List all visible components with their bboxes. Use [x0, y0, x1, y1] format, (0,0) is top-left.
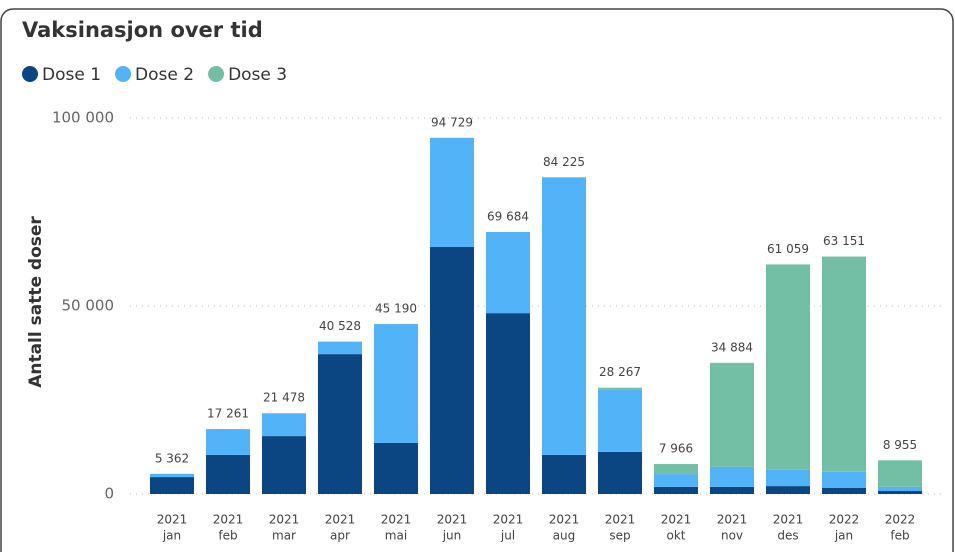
bar-segment — [374, 324, 418, 443]
bar-segment — [878, 486, 922, 491]
total-label: 63 151 — [823, 234, 865, 248]
bar-segment — [374, 442, 418, 494]
bar-segment — [206, 454, 250, 494]
y-tick-label: 100 000 — [52, 109, 114, 127]
x-tick-label: jan — [834, 529, 853, 543]
bar-segment — [822, 471, 866, 488]
y-tick-label: 0 — [104, 485, 114, 503]
bar-segment — [822, 487, 866, 494]
x-tick-label: sep — [609, 529, 630, 543]
legend-label: Dose 1 — [42, 65, 101, 85]
x-tick-label: feb — [890, 529, 909, 543]
x-tick-label: mar — [272, 529, 296, 543]
x-tick-label: 2021 — [661, 513, 692, 527]
x-tick-label: 2021 — [381, 513, 412, 527]
chart-title: Vaksinasjon over tid — [22, 18, 263, 42]
bar-segment — [766, 264, 810, 470]
x-tick-label: 2021 — [773, 513, 804, 527]
x-tick-label: 2022 — [829, 513, 860, 527]
bar-segment — [766, 469, 810, 487]
bar-segment — [878, 490, 922, 494]
bar-segment — [430, 137, 474, 247]
x-tick-label: jul — [500, 529, 515, 543]
bar-segment — [654, 464, 698, 475]
x-tick-label: feb — [218, 529, 237, 543]
total-label: 40 528 — [319, 319, 361, 333]
total-label: 69 684 — [487, 209, 529, 223]
x-tick-label: aug — [553, 529, 576, 543]
x-tick-label: 2022 — [885, 513, 916, 527]
x-tick-label: mai — [385, 529, 407, 543]
bar-segment — [486, 313, 530, 494]
legend-marker — [22, 66, 38, 82]
total-label: 94 729 — [431, 115, 473, 129]
total-label: 8 955 — [883, 438, 917, 452]
total-label: 61 059 — [767, 242, 809, 256]
x-tick-label: 2021 — [493, 513, 524, 527]
x-tick-label: apr — [330, 529, 350, 543]
legend-label: Dose 3 — [228, 65, 287, 85]
card — [0, 8, 954, 552]
x-tick-label: jun — [442, 529, 462, 543]
x-tick-label: okt — [667, 529, 686, 543]
legend-marker — [208, 66, 225, 82]
total-label: 45 190 — [375, 302, 417, 316]
x-tick-label: 2021 — [157, 513, 188, 527]
bar-segment — [598, 451, 642, 494]
x-tick-label: des — [777, 529, 798, 543]
y-axis-label: Antall satte doser — [26, 216, 46, 388]
bar-segment — [766, 486, 810, 494]
x-tick-label: nov — [721, 529, 743, 543]
bar-segment — [654, 486, 698, 494]
legend-marker — [115, 66, 132, 82]
bar-segment — [710, 362, 754, 467]
x-tick-label: 2021 — [325, 513, 356, 527]
bar-segment — [486, 231, 530, 314]
bar-segment — [318, 354, 362, 494]
bar-segment — [262, 413, 306, 437]
total-label: 34 884 — [711, 340, 753, 354]
x-tick-label: jan — [162, 529, 181, 543]
total-label: 84 225 — [543, 155, 585, 169]
bar-segment — [262, 436, 306, 494]
total-label: 7 966 — [659, 442, 693, 456]
x-tick-label: 2021 — [549, 513, 580, 527]
bar-segment — [206, 429, 250, 455]
bar-segment — [710, 466, 754, 487]
x-tick-label: 2021 — [213, 513, 244, 527]
x-tick-label: 2021 — [605, 513, 636, 527]
bar-segment — [150, 477, 194, 494]
bar-segment — [878, 460, 922, 487]
bar-segment — [542, 454, 586, 494]
bar-segment — [318, 341, 362, 355]
bar-segment — [654, 474, 698, 487]
x-tick-label: 2021 — [269, 513, 300, 527]
total-label: 21 478 — [263, 391, 305, 405]
bar-segment — [598, 387, 642, 390]
y-tick-label: 50 000 — [62, 297, 115, 315]
total-label: 5 362 — [155, 451, 189, 465]
bar-segment — [822, 256, 866, 472]
bar-segment — [542, 177, 586, 455]
bar-segment — [598, 389, 642, 452]
total-label: 17 261 — [207, 407, 249, 421]
legend-label: Dose 2 — [135, 65, 194, 85]
total-label: 28 267 — [599, 365, 641, 379]
x-tick-label: 2021 — [717, 513, 748, 527]
bar-segment — [710, 486, 754, 494]
bar-segment — [430, 246, 474, 494]
bar-segment — [150, 473, 194, 478]
x-tick-label: 2021 — [437, 513, 468, 527]
